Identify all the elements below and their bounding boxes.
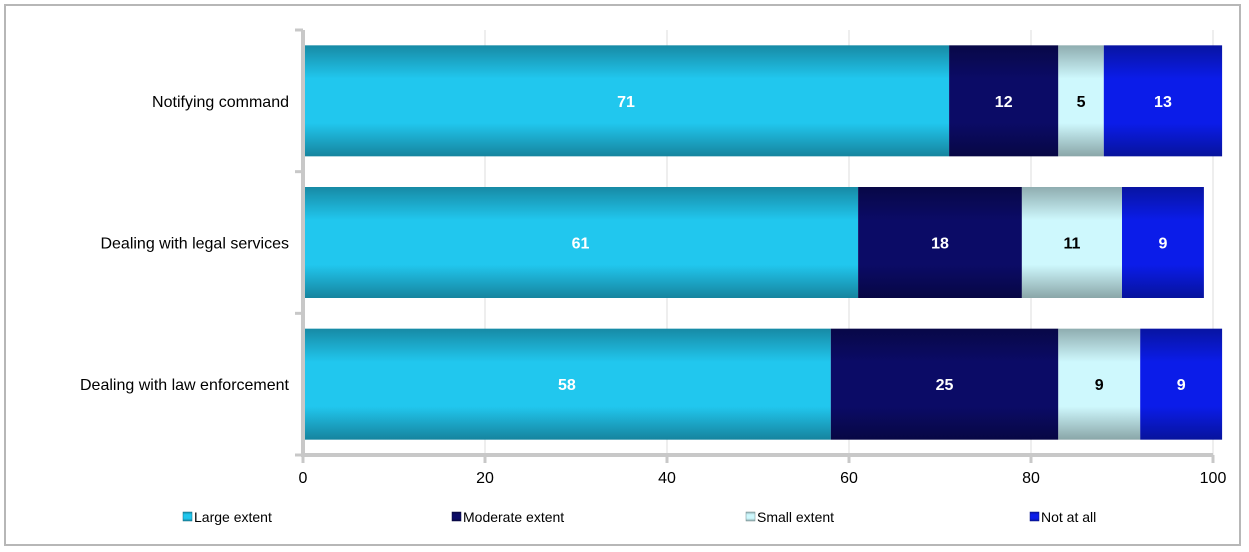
data-label: 13: [1154, 94, 1172, 111]
axes: 0 20 40 60 80 100: [295, 28, 1227, 487]
data-label: 18: [931, 236, 949, 253]
data-label: 9: [1158, 236, 1167, 253]
bar-segment: [303, 328, 831, 440]
bar-segment: [1122, 187, 1204, 298]
legend-item: Small extent: [745, 509, 834, 525]
bar-segment: [830, 328, 1059, 440]
data-label: 12: [995, 94, 1013, 111]
bar-segment: [858, 187, 1022, 298]
x-tick-label: 40: [658, 470, 676, 487]
data-label: 9: [1095, 377, 1104, 394]
x-tick-label: 60: [840, 470, 858, 487]
legend-swatch: [182, 511, 193, 522]
x-tick-label: 0: [299, 470, 308, 487]
legend-item: Not at all: [1029, 509, 1096, 525]
data-label: 9: [1177, 377, 1186, 394]
x-tick-label: 20: [476, 470, 494, 487]
bar-segment: [1058, 328, 1141, 440]
data-label: 25: [936, 377, 954, 394]
category-label: Dealing with law enforcement: [80, 377, 290, 394]
legend-item: Moderate extent: [451, 509, 564, 525]
bar-segment: [303, 45, 950, 157]
bar-segment: [1021, 187, 1122, 298]
legend-label: Small extent: [757, 509, 834, 525]
legend-swatch: [451, 511, 462, 522]
bar-segment: [1140, 328, 1223, 440]
data-label: 5: [1077, 94, 1086, 111]
data-label: 58: [558, 377, 576, 394]
data-label: 71: [617, 94, 635, 111]
x-tick-label: 80: [1022, 470, 1040, 487]
bar-segment: [303, 187, 859, 298]
legend-label: Moderate extent: [463, 509, 564, 525]
legend-item: Large extent: [182, 509, 272, 525]
x-tick-label: 100: [1200, 470, 1227, 487]
bar-segment: [949, 45, 1059, 157]
bar-segment: [1058, 45, 1104, 157]
legend-swatch: [745, 511, 756, 522]
data-label: 61: [572, 236, 590, 253]
bars: 71 12 5 13 Notifying command 61 18 11 9 Dealing w…: [80, 45, 1223, 440]
legend-label: Not at all: [1041, 509, 1096, 525]
legend-swatch: [1029, 511, 1040, 522]
category-label: Notifying command: [152, 94, 289, 111]
legend: Large extent Moderate extent Small extent N…: [182, 509, 1096, 525]
bar-segment: [1103, 45, 1223, 157]
category-label: Dealing with legal services: [100, 236, 289, 253]
data-label: 11: [1063, 236, 1080, 253]
legend-label: Large extent: [194, 509, 272, 525]
